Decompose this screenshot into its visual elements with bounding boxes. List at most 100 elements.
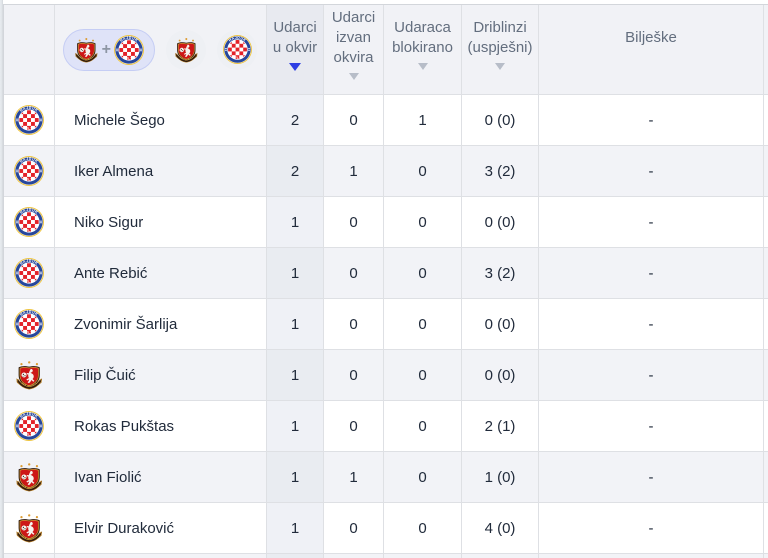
header-shots-on-target[interactable]: Udarci u okvir (267, 5, 324, 95)
header-label-line: (uspješni) (467, 39, 533, 56)
svg-text:HAJDUK: HAJDUK (19, 157, 38, 164)
header-label-line: izvan (335, 29, 371, 46)
clipped-row[interactable] (4, 554, 768, 558)
shots-blocked-cell: 0 (384, 503, 462, 554)
header-label-line: u okvir (272, 39, 318, 56)
player-name-cell[interactable]: Zvonimir Šarlija (55, 299, 267, 350)
clipped-cell (764, 146, 768, 197)
header-label-line: Udarci (273, 19, 317, 36)
hajduk-split-crest-icon: HAJDUK SPLIT (14, 309, 44, 339)
shots-off-target-cell (324, 554, 384, 558)
header-shots-blocked[interactable]: Udaraca blokirano (384, 5, 462, 95)
shots-blocked-cell: 0 (384, 248, 462, 299)
dribbles-cell: 0 (0) (462, 299, 539, 350)
header-label-line: Driblinzi (473, 19, 527, 36)
dribbles-cell: 4 (0) (462, 503, 539, 554)
shots-blocked-cell: 0 (384, 197, 462, 248)
table-row[interactable]: HAJDUK SPLIT Michele Šego 2 0 1 0 (0) - (4, 95, 768, 146)
team-logo-cell: HNK GORICA (4, 350, 55, 401)
table-row[interactable]: HNK GORICA Filip Čuić 1 0 0 0 (0) - (4, 350, 768, 401)
player-name-cell[interactable]: Filip Čuić (55, 350, 267, 401)
shots-off-target-cell: 0 (324, 197, 384, 248)
clipped-cell (764, 197, 768, 248)
notes-cell: - (539, 299, 764, 350)
header-shots-off-target[interactable]: Udarci izvan okvira (324, 5, 384, 95)
hajduk-split-crest: HAJDUK SPLIT (222, 35, 252, 64)
header-dribbles[interactable]: Driblinzi (uspješni) (462, 5, 539, 95)
player-name-cell[interactable]: Michele Šego (55, 95, 267, 146)
player-name-cell[interactable]: Elvir Duraković (55, 503, 267, 554)
hnk-gorica-crest-icon: HNK GORICA (16, 514, 42, 543)
team-logo-cell: HAJDUK SPLIT (4, 401, 55, 452)
filter-team-hajduk-button[interactable]: HAJDUK SPLIT (217, 29, 257, 70)
header-label-line: okvira (333, 49, 374, 66)
svg-text:SPLIT: SPLIT (23, 431, 36, 437)
shots-off-target-cell: 0 (324, 248, 384, 299)
shots-blocked-cell: 0 (384, 350, 462, 401)
clipped-cell (764, 350, 768, 401)
shots-off-target-cell: 1 (324, 452, 384, 503)
team-logo-cell: HAJDUK SPLIT (4, 299, 55, 350)
notes-cell: - (539, 503, 764, 554)
table-row[interactable]: HAJDUK SPLIT Rokas Pukštas 1 0 0 2 (1) - (4, 401, 768, 452)
svg-text:SPLIT: SPLIT (23, 125, 36, 131)
notes-cell: - (539, 350, 764, 401)
header-label-line: Udarci (331, 9, 376, 26)
shots-on-target-cell: 1 (267, 299, 324, 350)
shots-on-target-cell: 1 (267, 452, 324, 503)
shots-blocked-cell: 0 (384, 452, 462, 503)
svg-text:SPLIT: SPLIT (23, 329, 36, 335)
table-row[interactable]: HAJDUK SPLIT Ante Rebić 1 0 0 3 (2) - (4, 248, 768, 299)
svg-text:HAJDUK: HAJDUK (19, 208, 38, 215)
hnk-gorica-crest: HNK GORICA (74, 37, 99, 63)
dribbles-cell: 0 (0) (462, 197, 539, 248)
svg-text:SPLIT: SPLIT (23, 227, 36, 233)
player-name-cell[interactable] (55, 554, 267, 558)
table-row[interactable]: HNK GORICA Elvir Duraković 1 0 0 4 (0) - (4, 503, 768, 554)
table-row[interactable]: HAJDUK SPLIT Zvonimir Šarlija 1 0 0 0 (0… (4, 299, 768, 350)
team-logo-cell: HAJDUK SPLIT (4, 197, 55, 248)
svg-text:SPLIT: SPLIT (23, 278, 36, 284)
svg-text:HAJDUK: HAJDUK (19, 310, 38, 317)
filter-team-gorica-button[interactable]: HNK GORICA (166, 29, 206, 70)
dribbles-cell: 3 (2) (462, 248, 539, 299)
table-body: HAJDUK SPLIT Michele Šego 2 0 1 0 (0) - (4, 95, 768, 558)
notes-cell: - (539, 452, 764, 503)
hajduk-split-crest-icon: HAJDUK SPLIT (14, 156, 44, 186)
table-row[interactable]: HNK GORICA Ivan Fiolić 1 1 0 1 (0) - (4, 452, 768, 503)
svg-text:SPLIT: SPLIT (23, 176, 36, 182)
shots-blocked-cell (384, 554, 462, 558)
shots-on-target-cell: 1 (267, 350, 324, 401)
shots-blocked-cell: 1 (384, 95, 462, 146)
shots-off-target-cell: 0 (324, 299, 384, 350)
table-row[interactable]: HAJDUK SPLIT Iker Almena 2 1 0 3 (2) - (4, 146, 768, 197)
shots-off-target-cell: 0 (324, 350, 384, 401)
filter-both-teams-pill[interactable]: HNK GORICA + (63, 28, 155, 71)
header-team-cell (4, 5, 55, 95)
plus-separator: + (101, 40, 111, 58)
shots-on-target-cell: 2 (267, 95, 324, 146)
header-clipped-cell (764, 5, 768, 95)
svg-text:SPLIT: SPLIT (123, 55, 136, 61)
player-name-cell[interactable]: Iker Almena (55, 146, 267, 197)
table-row[interactable]: HAJDUK SPLIT Niko Sigur 1 0 0 0 (0) - (4, 197, 768, 248)
player-name-cell[interactable]: Niko Sigur (55, 197, 267, 248)
svg-text:HAJDUK: HAJDUK (19, 412, 38, 419)
svg-text:SPLIT: SPLIT (231, 54, 244, 60)
shots-blocked-cell: 0 (384, 146, 462, 197)
player-name-cell[interactable]: Ante Rebić (55, 248, 267, 299)
shots-blocked-cell: 0 (384, 299, 462, 350)
player-name-cell[interactable]: Ivan Fiolić (55, 452, 267, 503)
clipped-cell (764, 554, 768, 558)
hnk-gorica-crest-icon: HNK GORICA (16, 463, 42, 492)
shots-off-target-cell: 0 (324, 95, 384, 146)
team-logo-cell: HNK GORICA (4, 452, 55, 503)
notes-cell: - (539, 146, 764, 197)
team-logo-cell: HAJDUK SPLIT (4, 146, 55, 197)
hajduk-split-crest-icon: HAJDUK SPLIT (14, 105, 44, 135)
player-name-cell[interactable]: Rokas Pukštas (55, 401, 267, 452)
header-label-line: Bilješke (625, 29, 677, 46)
clipped-cell (764, 248, 768, 299)
clipped-cell (764, 452, 768, 503)
